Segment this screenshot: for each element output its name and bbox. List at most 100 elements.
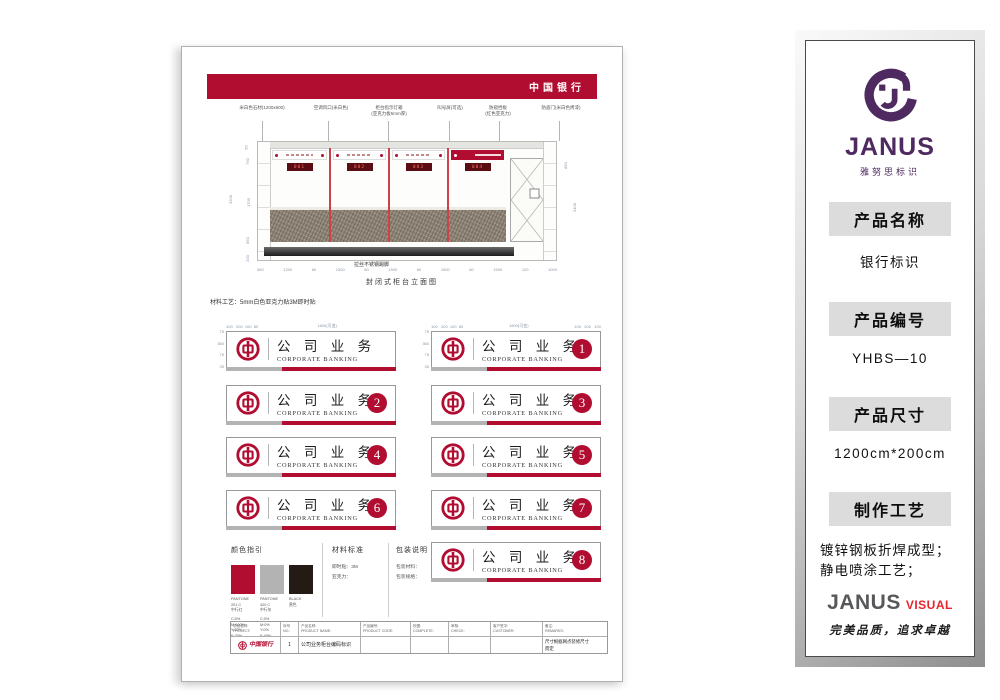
drawing-caption: 封闭式柜台立面图	[366, 279, 438, 286]
bank-of-china-logo-icon	[238, 641, 247, 650]
plate-text: 公 司 业 务 CORPORATE BANKING	[277, 494, 377, 522]
leader-line	[499, 121, 500, 141]
dim-bottom: 1200	[283, 267, 293, 272]
dim-total: 1600(可变)	[317, 323, 337, 328]
teller-windows: 001 002 003 004	[270, 148, 506, 242]
plate-strip	[226, 526, 396, 530]
section-value-product-size: 1200cm*200cm	[834, 446, 946, 461]
granite-panel	[449, 207, 506, 242]
plate-divider	[268, 338, 269, 360]
plate-number-badge: 6	[367, 498, 387, 518]
leader-line	[449, 121, 450, 141]
sign-plate-wrapper: 公 司 业 务 CORPORATE BANKING 5	[431, 437, 601, 477]
swatch-name: PANTONE 201 C 中行红	[231, 597, 250, 613]
plate-strip	[431, 526, 601, 530]
dim-bottom: 1500	[388, 267, 398, 272]
plate-strip	[431, 578, 601, 582]
color-guide: 颜色指引 PANTONE 201 C 中行红 C:0% M:100% Y:70%…	[231, 545, 317, 640]
janus-brand-text: JANUS	[845, 133, 935, 161]
swatch-row: PANTONE 201 C 中行红 C:0% M:100% Y:70% K:20…	[231, 565, 317, 640]
dim-bottom: 1500	[440, 267, 450, 272]
plate-title-en: CORPORATE BANKING	[482, 515, 563, 522]
plate-number-badge: 1	[572, 339, 592, 359]
section-value-craft: 镀锌钢板折焊成型；静电喷涂工艺；	[820, 543, 951, 579]
section-divider	[322, 543, 323, 617]
bank-of-china-logo-icon	[441, 496, 465, 520]
sign-plate-wrapper: 100 200 100 80 1600(可变) 100 200 100 75 3…	[422, 315, 601, 371]
dim-overall-height: 3200	[227, 195, 233, 204]
dim-segments: 100 200 100 80	[431, 324, 464, 329]
plate-title-cn: 公 司 业 务	[482, 393, 582, 408]
plate-number-badge: 8	[572, 550, 592, 570]
wall-column-right	[543, 142, 556, 260]
queue-led-display: 002	[346, 163, 373, 171]
janus-logo-icon	[864, 68, 917, 122]
plate-title-en: CORPORATE BANKING	[482, 462, 563, 469]
plate-title-cn: 公 司 业 务	[482, 339, 582, 354]
sign-text-line	[286, 153, 313, 157]
window-sign	[333, 150, 386, 160]
dim-segments: 100 200 100	[574, 324, 601, 329]
drawing-label: 米白色石材(1200x600)	[239, 105, 285, 110]
plate-title-en: CORPORATE BANKING	[277, 356, 358, 363]
window-sign-red	[451, 150, 504, 160]
plate-text: 公 司 业 务 CORPORATE BANKING	[482, 546, 582, 574]
material-standard-body: 即时贴：3M 亚克力：	[332, 565, 358, 580]
drawing-label: 柜台指示灯箱 (亚克力板5mm厚)	[371, 105, 407, 117]
table-cell-no: 1	[281, 637, 299, 654]
plate-divider	[473, 338, 474, 360]
table-cell-complete	[411, 637, 449, 654]
plate-divider	[473, 444, 474, 466]
drawing-label: 防盗门(米白色烤漆)	[541, 105, 581, 110]
plate-number-badge: 4	[367, 445, 387, 465]
boc-dot-icon	[321, 153, 324, 157]
sign-plate-wrapper: 公 司 业 务 CORPORATE BANKING 2	[226, 385, 396, 425]
leader-line	[262, 121, 263, 141]
sign-plate-4: 公 司 业 务 CORPORATE BANKING 4	[226, 437, 396, 477]
teller-window: 004	[447, 148, 506, 242]
color-guide-title: 颜色指引	[231, 547, 263, 554]
plate-number-badge: 2	[367, 393, 387, 413]
dim-left: 850	[244, 237, 250, 244]
bank-of-china-logo-icon	[236, 443, 260, 467]
teller-window: 003	[388, 148, 447, 242]
table-header: 产品编号: PRODUCT CODE:	[361, 622, 411, 638]
sign-plate-7: 公 司 业 务 CORPORATE BANKING 7	[431, 490, 601, 530]
drawing-label: 防窥挡板 (红色亚克力)	[485, 105, 511, 117]
plate-title-cn: 公 司 业 务	[277, 498, 377, 513]
plate-number-badge: 3	[572, 393, 592, 413]
plate-title-cn: 公 司 业 务	[482, 550, 582, 565]
section-label-craft: 制作工艺	[829, 492, 951, 526]
info-panel: JANUS 雅努思标识 产品名称 银行标识 产品编号 YHBS—10 产品尺寸 …	[805, 40, 975, 657]
plate-title-en: CORPORATE BANKING	[277, 462, 358, 469]
bank-of-china-logo-icon	[441, 337, 465, 361]
security-door	[510, 158, 544, 242]
plate-dims-top: 100 200 100 80 1600(可变)	[226, 315, 396, 331]
material-standard-title: 材料标准	[332, 547, 364, 554]
footer-suffix: VISUAL	[905, 598, 953, 612]
dim-side: 75	[424, 329, 429, 334]
dim-total: 1600(可变)	[508, 323, 529, 328]
plate-dims-top: 100 200 100 80 1600(可变) 100 200 100	[431, 315, 601, 331]
plate-divider	[473, 549, 474, 571]
bank-of-china-logo-icon	[236, 496, 260, 520]
table-header: 产品名称: PRODUCT NAME:	[299, 622, 361, 638]
table-header: 校图: COMPLETE:	[411, 622, 449, 638]
table-cell-check	[449, 637, 491, 654]
dim-bottom: 80	[311, 267, 317, 272]
queue-led-display: 003	[405, 163, 432, 171]
dim-left: 50	[243, 145, 249, 150]
dim-side: 75	[219, 329, 224, 334]
dim-left: 1700	[245, 198, 251, 207]
dim-bottom: 80	[364, 267, 369, 272]
plate-divider	[268, 444, 269, 466]
drawing-label: 叫号屏(可选)	[437, 105, 463, 110]
plate-title-cn: 公 司 业 务	[277, 393, 377, 408]
granite-panel	[331, 207, 388, 242]
plate-number-badge: 5	[572, 445, 592, 465]
plate-dims-side: 75 360 75 35	[214, 329, 224, 369]
plate-strip	[226, 367, 396, 371]
granite-panel	[270, 207, 329, 242]
material-standard: 材料标准 即时贴：3M 亚克力：	[332, 545, 380, 582]
table-header: 备注: REMARKS:	[543, 622, 607, 638]
